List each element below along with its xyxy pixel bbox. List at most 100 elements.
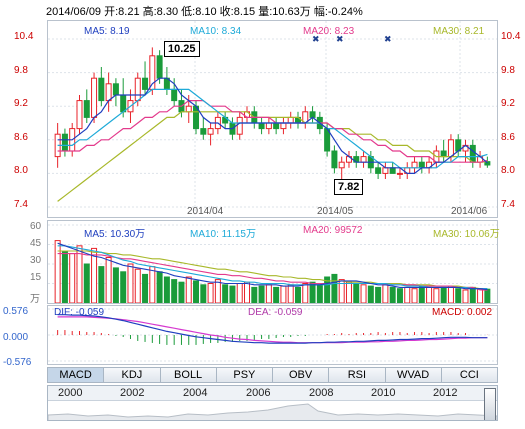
volume-bar: [193, 280, 200, 303]
timeline-year: 2004: [183, 387, 208, 399]
timeline-year: 2000: [58, 387, 83, 399]
candle-body: [338, 161, 345, 169]
volume-bar: [83, 263, 90, 303]
tab-kdj[interactable]: KDJ: [104, 368, 161, 382]
candle-body: [200, 128, 207, 135]
price-chart-panel[interactable]: MA5: 8.19 MA10: 8.34 MA20: 8.23 MA30: 8.…: [47, 20, 498, 218]
volume-bar: [236, 283, 243, 303]
volume-bar: [120, 271, 127, 303]
candle-body: [382, 167, 389, 174]
candle-body: [418, 161, 425, 169]
tab-wvad[interactable]: WVAD: [386, 368, 442, 382]
price-y-tick: 10.4: [501, 31, 521, 42]
price-y-tick: 9.8: [501, 64, 515, 76]
volume-bar: [331, 273, 338, 303]
volume-bar: [411, 288, 418, 303]
tab-macd[interactable]: MACD: [48, 368, 105, 382]
volume-bar: [244, 281, 251, 303]
volume-ma5-line: [57, 242, 488, 291]
timeline-year-axis: 2000 2002 2004 2006 2008 2010 2012: [48, 386, 497, 401]
volume-bar: [258, 285, 265, 303]
volume-bar: [447, 285, 454, 303]
timeline-navigator[interactable]: 2000 2002 2004 2006 2008 2010 2012: [47, 385, 498, 421]
volume-ma20-line: [57, 253, 488, 291]
volume-y-tick: 45: [30, 238, 42, 249]
volume-bar: [185, 276, 192, 303]
timeline-range-handle[interactable]: [484, 388, 496, 420]
price-ma20-legend: MA20: 8.23: [303, 26, 355, 37]
volume-bar: [178, 281, 185, 303]
volume-bar: [171, 279, 178, 303]
macd-dif-line: [57, 314, 488, 344]
candle-body: [207, 128, 214, 135]
volume-bar: [367, 285, 374, 303]
price-y-tick: 9.8: [14, 64, 28, 76]
quote-summary: 2014/06/09 开:8.21 高:8.30 低:8.10 收:8.15 量…: [46, 6, 363, 18]
price-y-tick: 9.2: [501, 98, 515, 110]
price-x-tick: 2014/04: [187, 206, 224, 217]
price-ma30-legend: MA30: 8.21: [433, 26, 485, 37]
volume-bar: [389, 286, 396, 303]
volume-bar: [404, 286, 411, 303]
price-chart: [48, 21, 497, 217]
volume-bar: [265, 284, 272, 303]
volume-bar: [163, 276, 170, 303]
volume-bar: [76, 245, 83, 303]
volume-bar: [69, 253, 76, 303]
volume-chart-panel[interactable]: MA5: 10.30万 MA10: 11.15万 MA20: 99572 MA3…: [47, 220, 500, 304]
candle-body: [447, 139, 454, 158]
timeline-year: 2012: [433, 387, 458, 399]
volume-y-tick: 15: [30, 272, 42, 283]
timeline-year: 2002: [120, 387, 145, 399]
price-ma5-legend: MA5: 8.19: [84, 26, 130, 37]
macd-value-legend: MACD: 0.002: [432, 307, 493, 318]
price-y-tick: 7.4: [501, 199, 515, 210]
price-y-tick: 7.4: [14, 199, 28, 210]
volume-bar: [273, 286, 280, 303]
price-ma20-line: [57, 99, 488, 163]
volume-bar: [455, 288, 462, 303]
volume-bar: [353, 283, 360, 303]
candle-body: [91, 77, 98, 118]
candle-body: [236, 116, 243, 135]
candle-body: [83, 100, 90, 118]
candle-body: [258, 122, 265, 130]
macd-y-tick: 0.000: [3, 332, 29, 343]
tab-psy[interactable]: PSY: [217, 368, 273, 382]
candle-body: [142, 77, 149, 90]
candle-body: [309, 111, 316, 118]
candle-body: [280, 122, 287, 130]
volume-unit-label: 万: [30, 294, 40, 305]
volume-bar: [127, 263, 134, 303]
indicator-tab-bar: MACD KDJ BOLL PSY OBV RSI WVAD CCI: [47, 367, 498, 383]
tab-obv[interactable]: OBV: [273, 368, 330, 382]
tab-rsi[interactable]: RSI: [329, 368, 386, 382]
volume-bar: [440, 286, 447, 303]
volume-bar: [462, 289, 469, 303]
volume-bar: [229, 285, 236, 303]
volume-bar: [469, 286, 476, 303]
candle-body: [112, 83, 119, 96]
candle-body: [265, 122, 272, 130]
volume-bar: [61, 250, 68, 303]
price-ma10-legend: MA10: 8.34: [190, 26, 242, 37]
candle-body: [61, 133, 68, 152]
candle-body: [396, 172, 403, 175]
volume-bar: [98, 266, 105, 303]
price-x-tick: 2014/05: [317, 206, 354, 217]
candle-body: [171, 88, 178, 102]
volume-bar: [309, 281, 316, 303]
macd-dif-legend: DIF: -0.059: [54, 307, 105, 318]
candle-body: [120, 94, 127, 113]
volume-bar: [484, 288, 491, 303]
volume-bar: [200, 284, 207, 303]
candle-body: [105, 83, 112, 102]
candle-body: [273, 122, 280, 130]
macd-chart-panel[interactable]: DIF: -0.059 DEA: -0.059 MACD: 0.002: [47, 305, 498, 365]
tab-cci[interactable]: CCI: [459, 369, 479, 381]
tab-boll[interactable]: BOLL: [161, 368, 217, 382]
volume-bar: [396, 288, 403, 303]
star-marker-icon: ✖: [384, 34, 392, 44]
volume-bar: [112, 267, 119, 303]
volume-ma30-legend: MA30: 10.06万: [433, 229, 500, 240]
